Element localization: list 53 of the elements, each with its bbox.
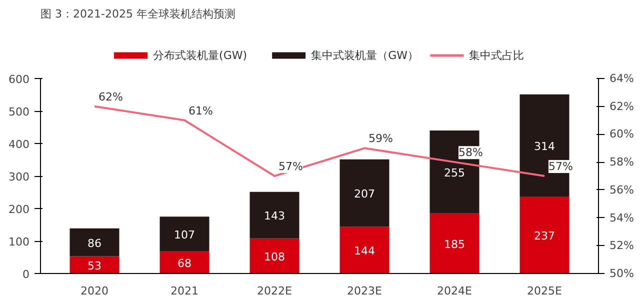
data-label: 57% bbox=[278, 160, 303, 173]
data-label: 255 bbox=[444, 166, 465, 180]
bar bbox=[160, 216, 210, 252]
bar bbox=[520, 196, 570, 274]
x-tick-label: 2025E bbox=[527, 284, 562, 298]
x-tick-label: 2024E bbox=[437, 284, 472, 298]
x-tick-label: 2022E bbox=[257, 284, 292, 298]
y2-tick-label: 64% bbox=[610, 72, 634, 85]
data-label: 57% bbox=[548, 160, 573, 173]
legend-label: 集中式装机量（GW） bbox=[311, 49, 419, 62]
data-label: 53 bbox=[88, 259, 102, 272]
y-tick-label: 100 bbox=[8, 236, 30, 248]
data-label: 207 bbox=[354, 188, 375, 201]
bar bbox=[250, 238, 300, 274]
data-label: 62% bbox=[98, 90, 123, 104]
legend-label: 分布式装机量(GW) bbox=[153, 49, 248, 62]
data-label: 143 bbox=[264, 210, 285, 223]
data-label: 68 bbox=[178, 256, 192, 270]
y2-tick-label: 56% bbox=[610, 183, 634, 196]
x-tick-label: 2023E bbox=[347, 284, 382, 298]
y-tick-label: 600 bbox=[8, 73, 30, 86]
x-tick-label: 2020 bbox=[80, 284, 109, 298]
data-label: 58% bbox=[458, 146, 483, 160]
data-label: 86 bbox=[88, 236, 102, 250]
x-tick-label: 2021 bbox=[170, 284, 199, 298]
y2-tick-label: 54% bbox=[610, 211, 634, 224]
bar bbox=[340, 159, 390, 227]
y2-tick-label: 60% bbox=[610, 128, 634, 141]
y2-tick-label: 62% bbox=[610, 100, 634, 113]
bar bbox=[340, 226, 390, 274]
y-tick-label: 300 bbox=[8, 170, 30, 184]
data-label: 144 bbox=[354, 244, 375, 258]
data-label: 237 bbox=[534, 229, 555, 242]
y-tick-label: 500 bbox=[8, 106, 30, 118]
data-label: 108 bbox=[264, 250, 285, 264]
legend-label: 集中式占比 bbox=[469, 49, 524, 62]
y-tick-label: 0 bbox=[22, 268, 30, 281]
bar bbox=[70, 228, 120, 256]
bar bbox=[430, 213, 480, 274]
chart-title: 图 3：2021-2025 年全球装机结构预测 bbox=[40, 8, 236, 20]
bar bbox=[160, 251, 210, 274]
y-tick-label: 200 bbox=[8, 203, 30, 216]
bar bbox=[70, 256, 120, 274]
data-label: 185 bbox=[444, 238, 465, 251]
y2-tick-label: 58% bbox=[610, 156, 634, 169]
data-label: 314 bbox=[534, 140, 555, 153]
y2-tick-label: 50% bbox=[610, 267, 634, 280]
data-label: 107 bbox=[174, 228, 195, 242]
data-label: 61% bbox=[188, 104, 213, 118]
data-label: 59% bbox=[368, 132, 393, 146]
bar bbox=[250, 192, 300, 238]
y2-tick-label: 52% bbox=[610, 239, 634, 252]
y-tick-label: 400 bbox=[8, 138, 30, 151]
